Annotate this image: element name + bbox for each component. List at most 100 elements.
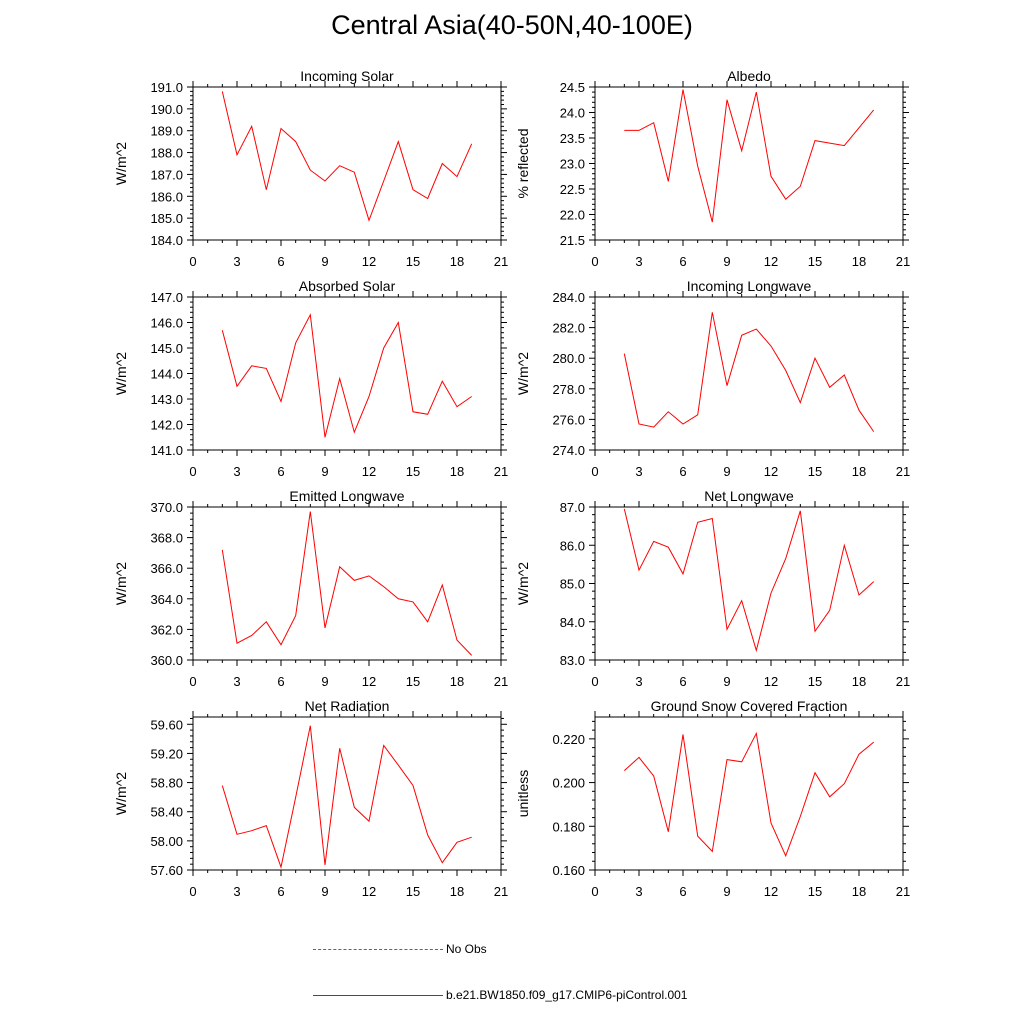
y-tick-label: 187.0 [150,167,183,182]
plot-frame [192,296,502,451]
y-tick-label: 22.0 [560,208,585,223]
x-tick-label: 9 [723,884,730,899]
series-line-albedo [624,89,875,223]
x-tick-label: 9 [321,884,328,899]
y-tick-label: 141.0 [150,443,183,458]
x-tick-label: 18 [450,464,464,479]
x-tick-label: 9 [321,254,328,269]
x-tick-label: 18 [450,884,464,899]
x-tick-label: 0 [189,884,196,899]
x-tick-label: 6 [277,254,284,269]
y-tick-label: 143.0 [150,392,183,407]
x-tick-label: 0 [591,464,598,479]
x-tick-label: 21 [896,674,910,689]
y-tick-label: 86.0 [560,538,585,553]
y-tick-label: 188.0 [150,146,183,161]
panel-title: Net Radiation [305,698,390,714]
panel-title: Albedo [727,68,771,84]
y-axis-label: % reflected [515,128,531,198]
x-tick-label: 18 [852,464,866,479]
x-tick-label: 21 [494,884,508,899]
y-tick-label: 57.60 [150,863,183,878]
x-tick-label: 12 [764,674,778,689]
y-tick-label: 144.0 [150,367,183,382]
x-tick-label: 12 [362,254,376,269]
y-tick-label: 282.0 [552,321,585,336]
x-tick-label: 3 [635,884,642,899]
y-tick-label: 185.0 [150,211,183,226]
x-tick-label: 0 [189,464,196,479]
panel-incoming-longwave: Incoming Longwave W/m^2 0 3 6 9 12 15 18 21 274.0 2… [515,278,910,479]
legend-line-model [313,995,443,996]
y-tick-label: 24.5 [560,80,585,95]
y-tick-label: 83.0 [560,653,585,668]
y-axis-label: W/m^2 [113,772,129,815]
y-tick-label: 87.0 [560,500,585,515]
x-tick-label: 6 [679,254,686,269]
x-tick-label: 15 [406,464,420,479]
y-tick-label: 274.0 [552,443,585,458]
y-axis-label: W/m^2 [515,352,531,395]
y-tick-label: 22.5 [560,182,585,197]
panel-albedo: Albedo % reflected 0 3 6 9 12 15 18 21 21.5 22.0 22.… [515,68,910,269]
x-tick-label: 9 [321,464,328,479]
x-tick-label: 12 [362,464,376,479]
y-tick-label: 184.0 [150,233,183,248]
y-tick-label: 147.0 [150,290,183,305]
y-tick-label: 191.0 [150,80,183,95]
panel-title: Incoming Longwave [687,278,812,294]
x-tick-label: 9 [723,674,730,689]
x-tick-label: 15 [406,254,420,269]
y-tick-label: 59.60 [150,717,183,732]
x-tick-label: 21 [896,884,910,899]
series-line-absorbed-solar [221,313,472,438]
y-axis-label: W/m^2 [113,352,129,395]
y-axis-label: W/m^2 [113,142,129,185]
y-tick-label: 84.0 [560,615,585,630]
y-tick-label: 278.0 [552,382,585,397]
y-tick-label: 368.0 [150,531,183,546]
y-tick-label: 276.0 [552,412,585,427]
x-tick-label: 3 [635,254,642,269]
plot-frame [192,716,502,871]
y-tick-label: 58.80 [150,776,183,791]
y-axis-label: unitless [515,770,531,817]
y-tick-label: 360.0 [150,653,183,668]
panel-net-radiation: Net Radiation W/m^2 0 3 6 9 12 15 18 21 57.60 58.00… [113,698,508,899]
series-line-incoming-solar [221,91,473,222]
legend-label-no-obs: No Obs [446,942,487,956]
series-line-net-radiation [221,725,472,869]
y-tick-label: 280.0 [552,351,585,366]
y-tick-label: 186.0 [150,189,183,204]
x-tick-label: 3 [233,254,240,269]
y-tick-label: 190.0 [150,102,183,117]
x-tick-label: 12 [764,254,778,269]
series-line-incoming-longwave [623,312,875,432]
y-tick-label: 24.0 [560,106,585,121]
x-tick-label: 9 [723,254,730,269]
x-tick-label: 0 [591,884,598,899]
panel-title: Emitted Longwave [289,488,404,504]
x-tick-label: 12 [764,884,778,899]
x-tick-label: 3 [233,884,240,899]
plot-frame [594,506,904,661]
x-tick-label: 18 [852,674,866,689]
series-line-net-longwave [623,508,875,653]
legend-line-no-obs [313,949,443,950]
y-tick-label: 23.0 [560,157,585,172]
y-tick-label: 142.0 [150,418,183,433]
y-tick-label: 0.220 [552,732,585,747]
y-tick-label: 0.160 [552,863,585,878]
x-tick-label: 15 [808,464,822,479]
y-axis-label: W/m^2 [515,562,531,605]
x-tick-label: 6 [277,884,284,899]
x-tick-label: 3 [635,464,642,479]
x-tick-label: 18 [852,254,866,269]
x-tick-label: 6 [679,884,686,899]
y-tick-label: 366.0 [150,561,183,576]
x-tick-label: 18 [450,254,464,269]
x-tick-label: 15 [808,254,822,269]
panel-absorbed-solar: Absorbed Solar W/m^2 0 3 6 9 12 15 18 21 141.0 142.… [113,278,508,479]
y-tick-label: 146.0 [150,316,183,331]
